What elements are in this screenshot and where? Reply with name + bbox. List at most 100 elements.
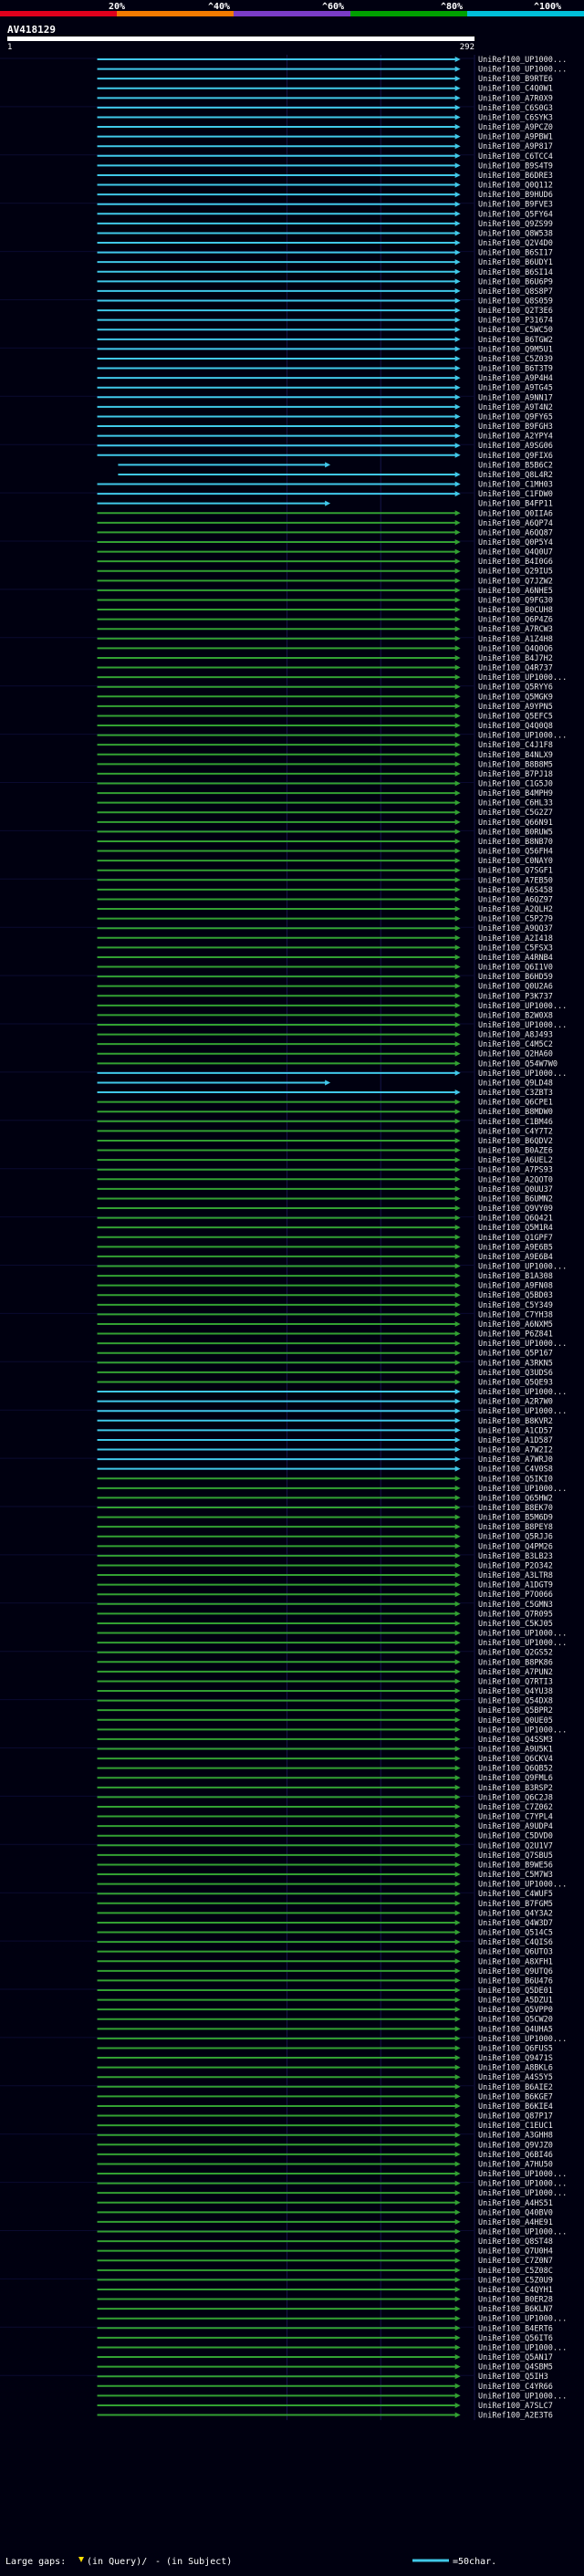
hit-label: UniRef100_P3K737 bbox=[478, 992, 553, 1001]
hit-arrowhead bbox=[454, 2315, 461, 2321]
hit-arrowhead bbox=[454, 597, 461, 603]
hit-arrowhead bbox=[325, 500, 331, 506]
hit-label: UniRef100_A9E6B4 bbox=[478, 1253, 553, 1262]
hit-arrowhead bbox=[454, 491, 461, 497]
hit-label: UniRef100_A1CD57 bbox=[478, 1426, 553, 1435]
hit-label: UniRef100_Q2U1V7 bbox=[478, 1841, 553, 1851]
hit-arrowhead bbox=[325, 1079, 331, 1086]
hit-label: UniRef100_Q54W7W0 bbox=[478, 1059, 558, 1069]
hit-arrowhead bbox=[454, 2277, 461, 2283]
hit-label: UniRef100_B3LB23 bbox=[478, 1552, 553, 1561]
hit-arrowhead bbox=[454, 1195, 461, 1202]
hit-arrowhead bbox=[454, 1292, 461, 1298]
hit-label: UniRef100_Q9FML6 bbox=[478, 1774, 553, 1783]
hit-label: UniRef100_B8PEY8 bbox=[478, 1523, 553, 1532]
hit-label: UniRef100_P6Z841 bbox=[478, 1330, 553, 1340]
hit-label: UniRef100_C5Z039 bbox=[478, 355, 553, 364]
hit-label: UniRef100_C7Z062 bbox=[478, 1803, 553, 1812]
hit-label: UniRef100_B6KIE4 bbox=[478, 2102, 553, 2112]
hit-arrowhead bbox=[454, 413, 461, 420]
hit-label: UniRef100_C1EUC1 bbox=[478, 2122, 553, 2131]
hit-arrowhead bbox=[454, 192, 461, 198]
hit-arrowhead bbox=[454, 578, 461, 584]
hit-arrowhead bbox=[454, 1340, 461, 1347]
hit-arrowhead bbox=[454, 1958, 461, 1965]
hit-arrowhead bbox=[454, 1427, 461, 1434]
hit-arrowhead bbox=[454, 2383, 461, 2389]
hit-label: UniRef100_Q4Y3A2 bbox=[478, 1909, 553, 1918]
hit-arrowhead bbox=[454, 1137, 461, 1143]
hit-label: UniRef100_Q87P17 bbox=[478, 2112, 553, 2122]
hit-arrowhead bbox=[454, 1109, 461, 1115]
hit-label: UniRef100_Q56IT6 bbox=[478, 2334, 553, 2343]
hit-label: UniRef100_A7EB50 bbox=[478, 876, 553, 885]
hit-label: UniRef100_B0ER28 bbox=[478, 2296, 553, 2305]
hit-label: UniRef100_A9NN17 bbox=[478, 393, 553, 402]
hit-label: UniRef100_Q5RYY6 bbox=[478, 683, 553, 693]
hit-label: UniRef100_B8MDW0 bbox=[478, 1108, 553, 1117]
hit-arrowhead bbox=[454, 249, 461, 256]
hit-arrowhead bbox=[454, 1012, 461, 1018]
hit-label: UniRef100_Q0IIA6 bbox=[478, 509, 553, 518]
hit-arrowhead bbox=[454, 510, 461, 516]
legend-in-subject-label: - (in Subject) bbox=[155, 2557, 232, 2567]
hit-label: UniRef100_A9FN08 bbox=[478, 1282, 553, 1291]
hit-label: UniRef100_A8J493 bbox=[478, 1031, 553, 1040]
hit-label: UniRef100_Q2GS52 bbox=[478, 1649, 553, 1658]
hit-arrowhead bbox=[454, 1919, 461, 1925]
hit-label: UniRef100_B0RUW5 bbox=[478, 828, 553, 837]
hit-label: UniRef100_C5DVD0 bbox=[478, 1832, 553, 1841]
hit-label: UniRef100_B1A308 bbox=[478, 1272, 553, 1281]
hit-arrowhead bbox=[454, 2180, 461, 2186]
hit-arrowhead bbox=[454, 2393, 461, 2399]
hit-label: UniRef100_A4HS51 bbox=[478, 2199, 553, 2208]
hit-label: UniRef100_B6DRE3 bbox=[478, 172, 553, 181]
hit-arrowhead bbox=[454, 626, 461, 632]
hit-label: UniRef100_C3ZBT3 bbox=[478, 1089, 553, 1098]
hit-label: UniRef100_Q9UTQ6 bbox=[478, 1967, 553, 1976]
hit-label: UniRef100_A6NXM5 bbox=[478, 1320, 553, 1330]
hit-label: UniRef100_B7PJ18 bbox=[478, 770, 553, 779]
hit-arrowhead bbox=[454, 770, 461, 777]
hit-label: UniRef100_C4M5C2 bbox=[478, 1040, 553, 1049]
hit-arrowhead bbox=[454, 1562, 461, 1569]
hit-label: UniRef100_C6SYK3 bbox=[478, 113, 553, 122]
hit-label: UniRef100_A2QOT0 bbox=[478, 1175, 553, 1184]
hit-arrowhead bbox=[454, 1369, 461, 1375]
hit-arrowhead bbox=[454, 983, 461, 989]
hit-label: UniRef100_C5GMN3 bbox=[478, 1601, 553, 1610]
hit-arrowhead bbox=[454, 124, 461, 130]
hit-arrowhead bbox=[454, 1765, 461, 1771]
hit-label: UniRef100_Q5FY64 bbox=[478, 210, 553, 219]
hit-arrowhead bbox=[454, 2228, 461, 2235]
hit-label: UniRef100_P31674 bbox=[478, 317, 553, 326]
hit-arrowhead bbox=[454, 934, 461, 941]
hit-label: UniRef100_A7R0X9 bbox=[478, 94, 553, 103]
hit-label: UniRef100_A2QLH2 bbox=[478, 905, 553, 914]
hit-arrowhead bbox=[454, 2199, 461, 2206]
hit-arrowhead bbox=[454, 1775, 461, 1781]
hit-label: UniRef100_Q6Q421 bbox=[478, 1215, 553, 1224]
hit-arrowhead bbox=[454, 819, 461, 825]
hit-arrowhead bbox=[454, 1572, 461, 1579]
hit-arrowhead bbox=[454, 1234, 461, 1240]
hit-arrowhead bbox=[454, 732, 461, 738]
hit-label: UniRef100_C4J1F8 bbox=[478, 741, 553, 750]
hit-label: UniRef100_B5B6C2 bbox=[478, 461, 553, 470]
hit-label: UniRef100_Q2V4D0 bbox=[478, 239, 553, 248]
hit-arrowhead bbox=[454, 1311, 461, 1318]
hit-label: UniRef100_Q0UU37 bbox=[478, 1185, 553, 1194]
hit-label: UniRef100_A3RKN5 bbox=[478, 1359, 553, 1368]
ruler-tick-label: ^40% bbox=[208, 2, 230, 12]
hit-label: UniRef100_Q9471S bbox=[478, 2054, 553, 2063]
hit-label: UniRef100_Q5P167 bbox=[478, 1350, 553, 1359]
hit-arrowhead bbox=[454, 1050, 461, 1057]
hit-arrowhead bbox=[454, 1688, 461, 1695]
hit-arrowhead bbox=[454, 1350, 461, 1356]
hit-label: UniRef100_Q5AN17 bbox=[478, 2353, 553, 2362]
hit-label: UniRef100_A6QQ87 bbox=[478, 528, 553, 537]
ruler-segment bbox=[234, 11, 350, 16]
hit-arrowhead bbox=[454, 230, 461, 236]
hit-label: UniRef100_C4YR66 bbox=[478, 2383, 553, 2392]
